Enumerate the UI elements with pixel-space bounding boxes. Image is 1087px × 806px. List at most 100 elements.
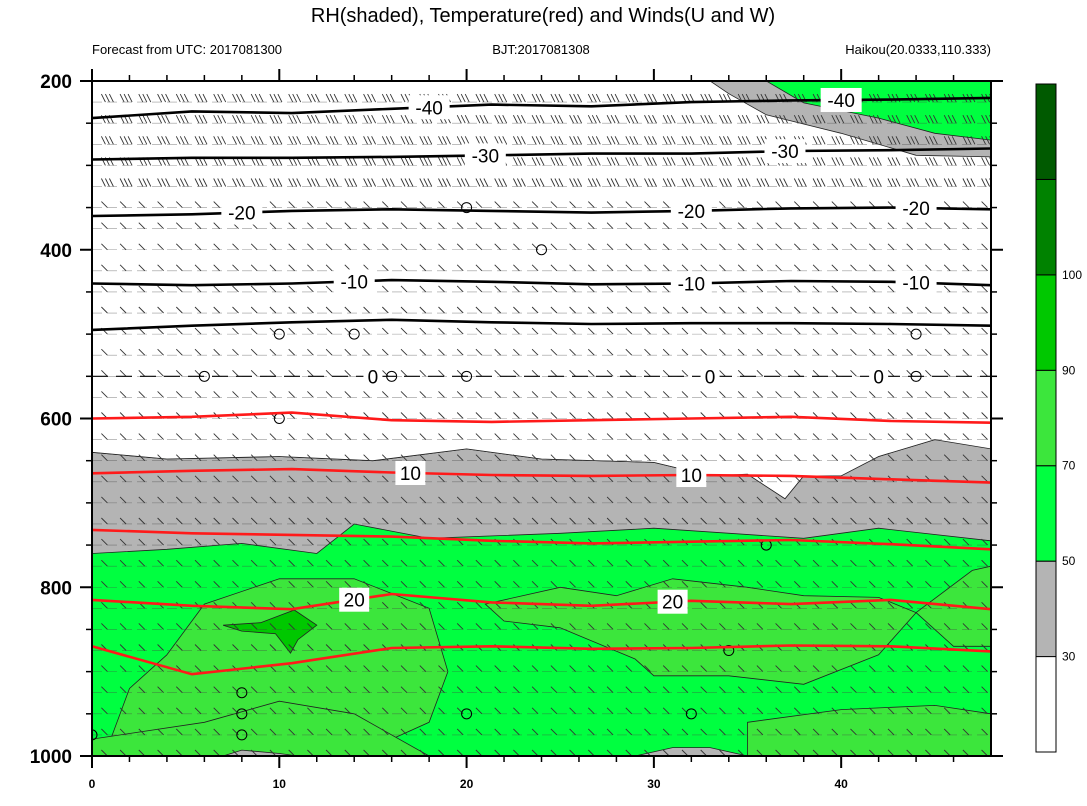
wind-barb: [906, 686, 914, 694]
wind-barb: [325, 475, 333, 483]
temperature-label-bg: [408, 95, 450, 120]
wind-barb: [213, 243, 221, 251]
wind-barb: [662, 454, 670, 462]
wind-barb: [569, 412, 576, 419]
wind-barb: [925, 327, 932, 335]
wind-barb: [273, 136, 279, 145]
wind-barb: [906, 559, 914, 567]
wind-barb: [756, 496, 764, 504]
wind-barb: [479, 114, 485, 124]
wind-barb: [868, 496, 876, 504]
wind-barb: [719, 623, 726, 630]
wind-barb: [868, 559, 876, 567]
x-tick-label: 40: [834, 777, 848, 791]
wind-barb: [981, 707, 988, 715]
wind-barb: [981, 222, 988, 230]
wind-barb: [700, 601, 708, 609]
wind-barb: [175, 201, 183, 208]
wind-barb: [475, 114, 481, 124]
wind-barb: [157, 433, 164, 440]
wind-barb: [910, 136, 916, 145]
wind-barb: [498, 178, 504, 187]
wind-barb: [887, 285, 895, 293]
wind-barb: [793, 178, 799, 187]
wind-barb: [213, 644, 221, 651]
wind-barb: [633, 114, 639, 124]
wind-barb: [775, 243, 782, 251]
wind-barb: [363, 475, 370, 483]
wind-barb: [475, 178, 481, 187]
wind-barb: [307, 454, 314, 462]
wind-barb: [756, 114, 762, 124]
wind-barb: [868, 707, 876, 715]
wind-barb: [198, 93, 204, 103]
wind-barb: [906, 264, 914, 272]
wind-barb: [213, 391, 221, 398]
wind-barb: [700, 454, 708, 462]
wind-barb: [198, 178, 204, 187]
wind-barb: [310, 114, 316, 124]
wind-barb: [400, 623, 408, 630]
wind-barb: [175, 243, 183, 251]
wind-barb: [812, 391, 820, 398]
wind-barb: [513, 686, 520, 694]
wind-barb: [756, 136, 762, 145]
wind-barb: [142, 178, 148, 187]
wind-barb: [737, 201, 745, 208]
wind-barb: [625, 496, 633, 504]
wind-barb: [419, 665, 427, 672]
wind-barb: [629, 136, 635, 145]
wind-barb: [250, 306, 258, 314]
wind-barb: [325, 623, 333, 630]
wind-barb: [644, 580, 651, 588]
wind-barb: [775, 433, 782, 440]
temperature-label: 10: [400, 464, 421, 485]
wind-barb: [943, 686, 951, 694]
wind-barb: [681, 157, 687, 166]
wind-barb: [914, 178, 920, 187]
wind-barb: [423, 136, 429, 145]
wind-barb: [513, 348, 520, 356]
wind-barb: [194, 496, 202, 504]
wind-barb: [569, 93, 575, 103]
wind-barb: [625, 559, 633, 567]
wind-barb: [606, 707, 614, 715]
wind-barb: [587, 496, 595, 504]
wind-barb: [606, 559, 614, 567]
wind-barb: [175, 517, 183, 525]
wind-barb: [217, 93, 223, 103]
wind-barb: [569, 243, 576, 251]
wind-barb: [966, 157, 972, 166]
wind-barb: [887, 454, 895, 462]
wind-barb: [438, 243, 445, 251]
temperature-label: -30: [771, 142, 798, 163]
wind-barb: [400, 136, 406, 145]
wind-barb: [494, 201, 502, 208]
wind-barb: [157, 114, 163, 124]
wind-barb: [381, 496, 389, 504]
colorbar-segment: [1035, 465, 1057, 562]
wind-barb: [981, 559, 988, 567]
wind-barb: [662, 433, 670, 440]
wind-barb: [494, 665, 502, 672]
wind-barb: [606, 686, 614, 694]
wind-barb: [662, 348, 670, 356]
wind-barb: [928, 178, 934, 187]
wind-barb: [854, 114, 859, 124]
wind-barb: [928, 157, 934, 166]
wind-barb: [625, 285, 633, 293]
wind-barb: [456, 243, 464, 251]
wind-barb: [483, 81, 484, 82]
temperature-label: -30: [472, 146, 499, 167]
wind-barb: [400, 559, 408, 567]
wind-barb: [157, 580, 164, 588]
wind-barb: [419, 496, 427, 504]
wind-barb: [512, 178, 518, 187]
wind-barb: [850, 580, 857, 588]
wind-barb: [408, 157, 414, 166]
wind-barb: [868, 306, 876, 314]
wind-barb: [887, 243, 895, 251]
wind-barb: [868, 665, 876, 672]
wind-barb: [412, 81, 413, 82]
wind-barb: [456, 601, 464, 609]
